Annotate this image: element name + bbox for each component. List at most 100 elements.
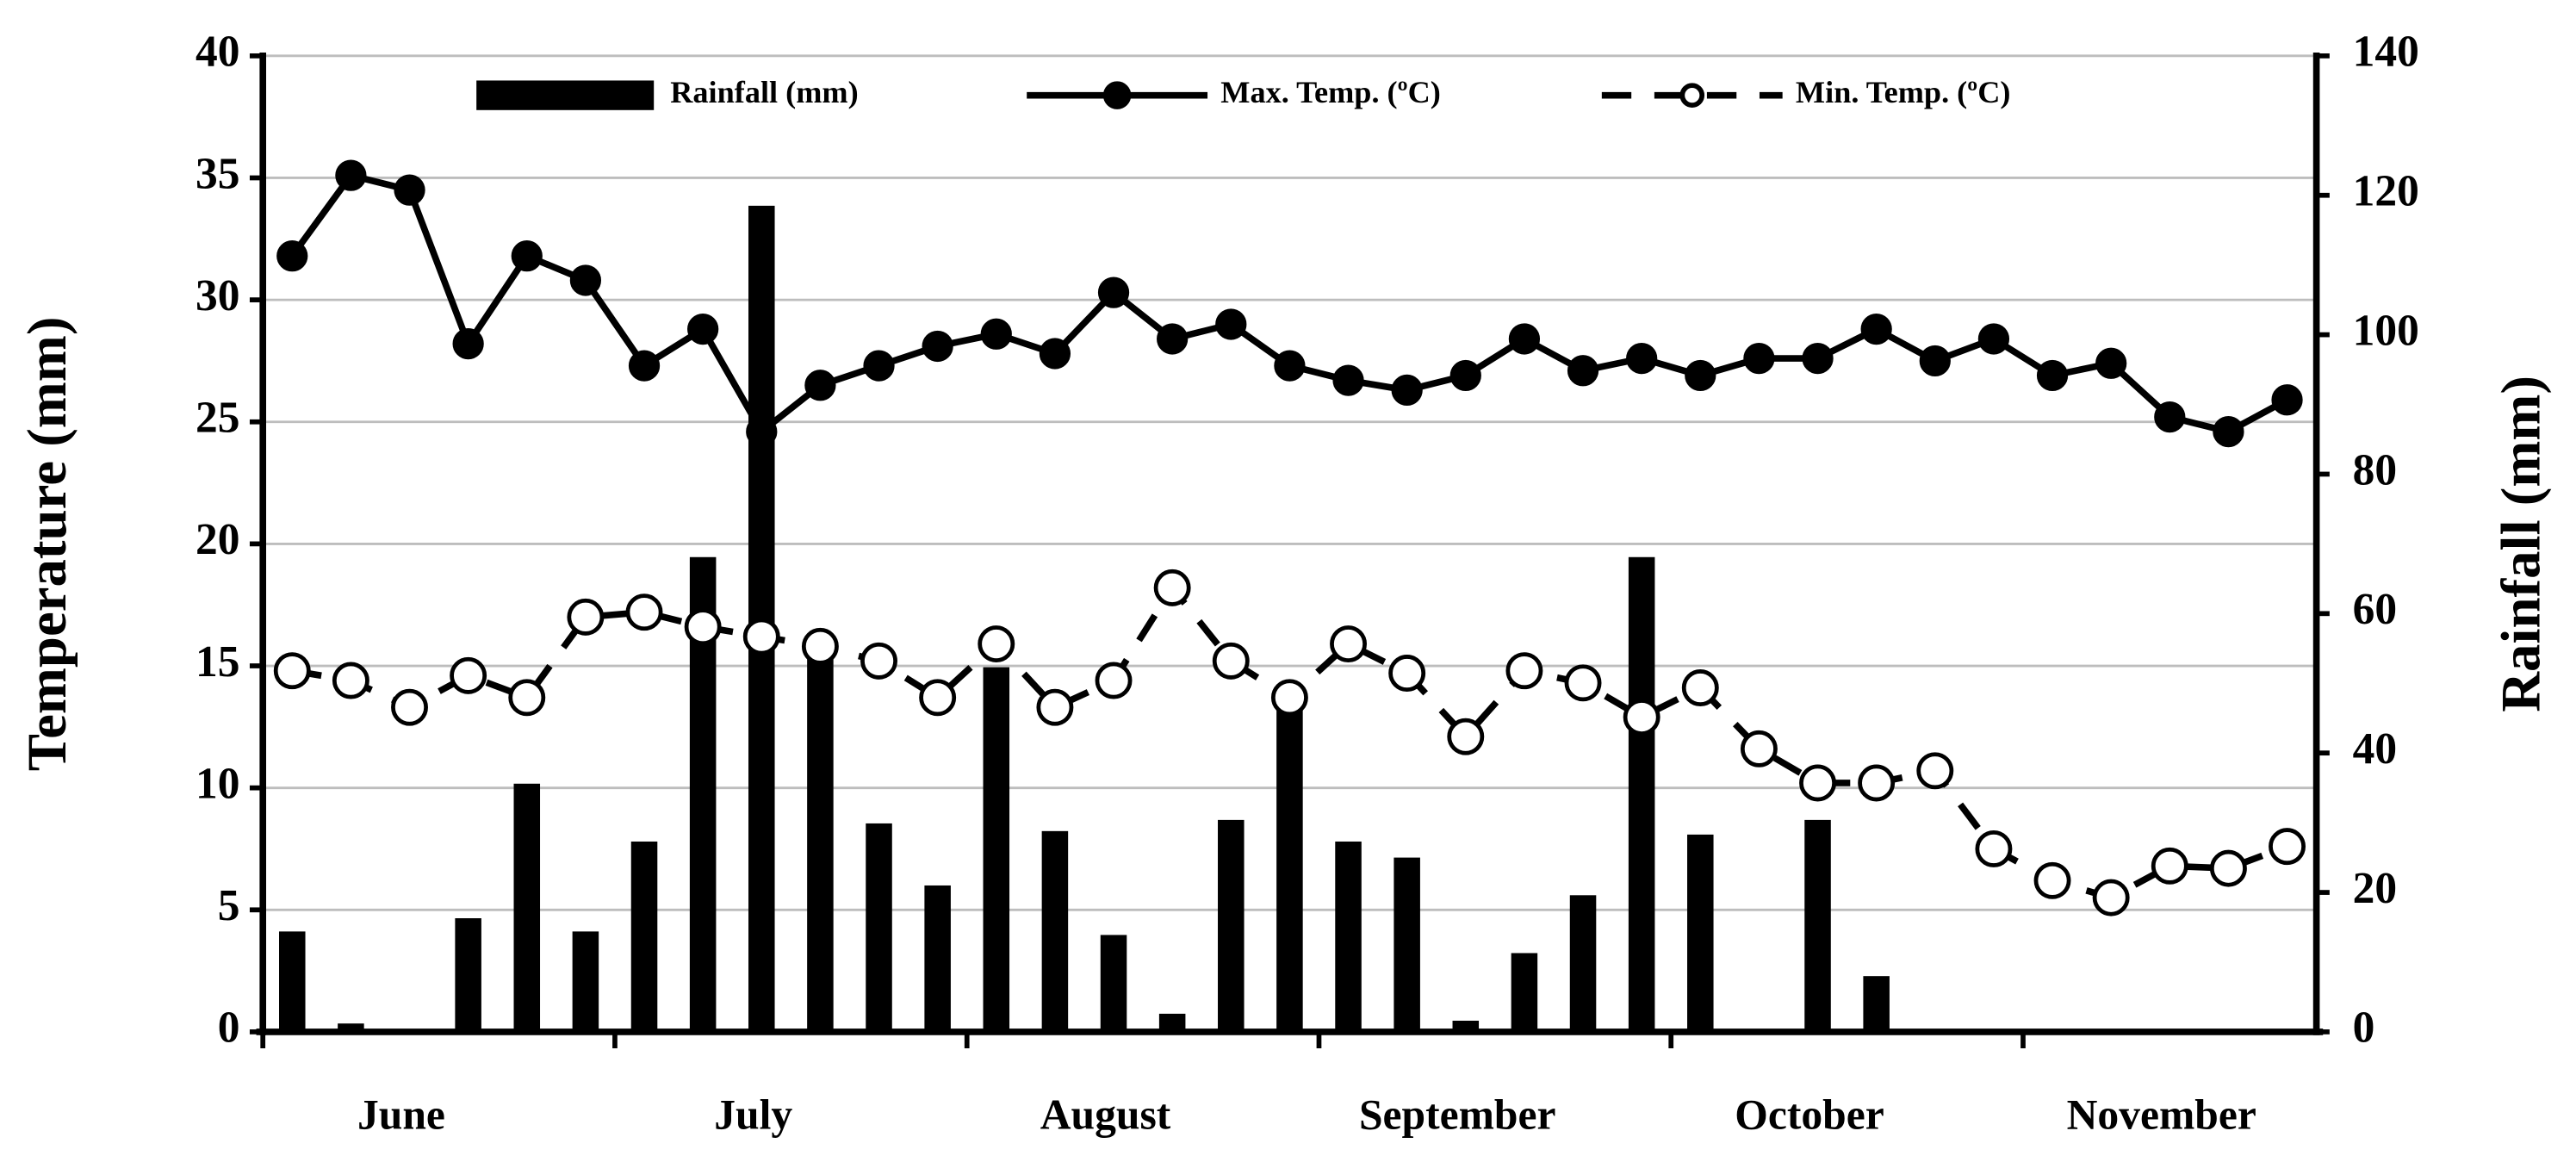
marker [804, 370, 836, 401]
bar [630, 841, 658, 1032]
x-tick-label: July [714, 1091, 792, 1138]
marker [273, 652, 311, 690]
marker [569, 264, 602, 296]
marker [394, 174, 425, 206]
bar [1041, 830, 1069, 1032]
marker [1860, 313, 1892, 345]
marker [335, 159, 367, 191]
y-tick-label: 5 [218, 881, 240, 930]
marker [1977, 323, 2010, 355]
marker [1802, 342, 1834, 375]
marker [2151, 847, 2188, 885]
marker [2269, 828, 2306, 866]
marker [1157, 323, 1189, 355]
marker [1215, 308, 1247, 340]
y2-tick-label: 0 [2353, 1004, 2375, 1053]
marker [1626, 342, 1658, 375]
bar [279, 931, 306, 1032]
marker [2271, 384, 2303, 416]
bar [455, 918, 481, 1032]
marker [1274, 350, 1306, 382]
marker [1391, 374, 1423, 407]
marker [980, 318, 1012, 350]
marker [1564, 664, 1602, 702]
x-tick-label: August [1040, 1091, 1171, 1138]
bar [1276, 705, 1303, 1032]
bar [513, 783, 541, 1032]
y2-axis-title: Rainfall (mm) [2491, 376, 2553, 712]
marker [1919, 345, 1951, 377]
marker [1740, 730, 1778, 767]
y2-tick-label: 40 [2353, 724, 2398, 774]
bar [866, 823, 892, 1032]
marker [1212, 642, 1250, 680]
y-tick-label: 40 [196, 28, 240, 77]
marker [1095, 662, 1133, 699]
bar [1569, 895, 1597, 1032]
marker [1799, 764, 1836, 802]
x-tick-label: October [1735, 1091, 1884, 1138]
x-tick-label: June [357, 1091, 445, 1138]
y-axis-title: Temperature (mm) [16, 317, 78, 772]
marker [978, 625, 1015, 662]
marker [1153, 569, 1191, 606]
max-line [289, 171, 2289, 437]
bar [924, 885, 951, 1032]
marker [2213, 415, 2244, 448]
marker [801, 627, 839, 665]
marker [628, 350, 661, 382]
x-tick-label: September [1359, 1091, 1556, 1138]
legend-label: Rainfall (mm) [670, 75, 858, 109]
bar [338, 1023, 364, 1032]
marker [1858, 764, 1896, 802]
bar [572, 931, 599, 1032]
marker [1681, 669, 1719, 706]
marker [2095, 347, 2127, 379]
marker [1916, 752, 1954, 790]
bar [1511, 953, 1538, 1032]
legend-swatch [476, 80, 655, 110]
y-tick-label: 10 [196, 759, 240, 808]
marker [2092, 879, 2130, 917]
bar [1394, 857, 1420, 1032]
y-tick-label: 0 [218, 1004, 240, 1053]
marker [1388, 655, 1426, 692]
y2-tick-label: 120 [2353, 167, 2419, 216]
bar [807, 652, 834, 1032]
legend-marker [1102, 81, 1132, 109]
marker [511, 240, 543, 272]
marker [1036, 688, 1074, 726]
marker [2209, 849, 2247, 887]
y-tick-label: 25 [196, 394, 240, 443]
marker [276, 240, 308, 272]
legend-label: Min. Temp. (ºC) [1796, 75, 2011, 109]
y-tick-label: 30 [196, 271, 240, 320]
marker [332, 662, 369, 699]
marker [922, 330, 953, 363]
bar [1100, 935, 1127, 1032]
marker [2154, 401, 2186, 433]
marker [1975, 830, 2013, 867]
marker [1330, 625, 1367, 662]
legend-label: Max. Temp. (ºC) [1220, 75, 1441, 109]
marker [1505, 652, 1543, 690]
bar [1218, 819, 1245, 1032]
y-tick-label: 35 [196, 149, 240, 198]
marker [2036, 359, 2069, 392]
marker [625, 593, 663, 631]
marker [1449, 359, 1481, 392]
bar [983, 667, 1010, 1032]
marker [452, 327, 484, 360]
marker [684, 608, 722, 646]
bar [1628, 556, 1655, 1032]
marker [391, 688, 428, 726]
marker [1567, 355, 1599, 387]
marker [2033, 861, 2071, 899]
marker [1623, 699, 1660, 736]
marker [1743, 342, 1775, 375]
marker [1685, 359, 1716, 392]
x-tick-label: November [2067, 1091, 2256, 1138]
y2-tick-label: 60 [2353, 585, 2398, 634]
y2-tick-label: 100 [2353, 306, 2419, 355]
